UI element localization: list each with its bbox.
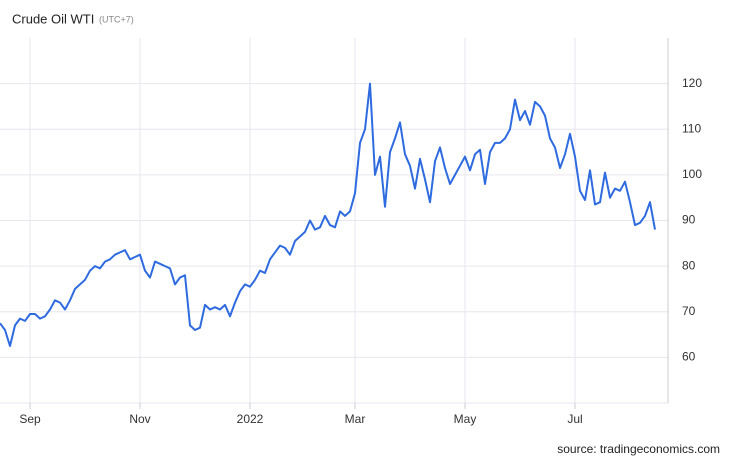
price-line — [0, 82, 656, 347]
x-tick-label: May — [454, 412, 477, 426]
y-tick-label: 90 — [682, 213, 696, 227]
y-tick-label: 70 — [682, 304, 696, 318]
y-tick-label: 60 — [682, 350, 696, 364]
chart-subtitle: (UTC+7) — [99, 14, 134, 24]
y-tick-label: 100 — [682, 167, 702, 181]
x-tick-label: Sep — [19, 412, 41, 426]
source: source: tradingeconomics.com — [557, 442, 720, 456]
x-tick-label: Nov — [129, 412, 150, 426]
chart-title: Crude Oil WTI — [12, 11, 94, 26]
y-tick-label: 120 — [682, 76, 702, 90]
x-tick-label: Mar — [345, 412, 366, 426]
x-tick-label: 2022 — [237, 412, 264, 426]
y-tick-label: 80 — [682, 258, 696, 272]
y-tick-label: 110 — [682, 121, 701, 135]
x-tick-label: Jul — [567, 412, 582, 426]
